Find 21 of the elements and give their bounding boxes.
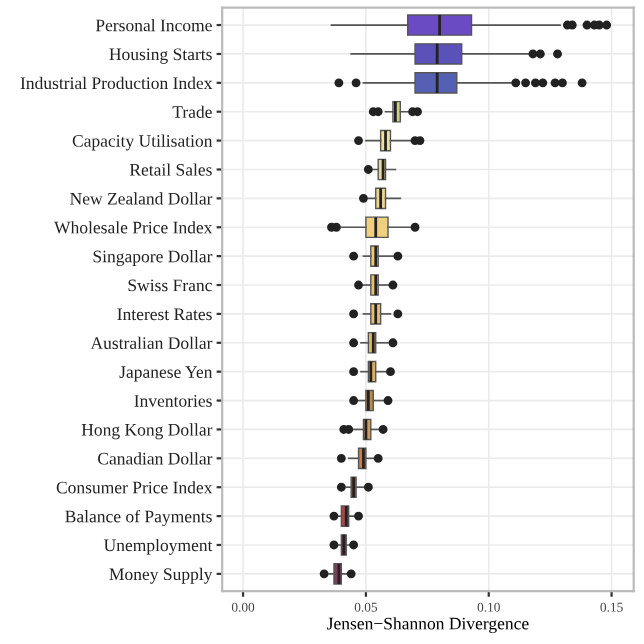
y-tick-label: Housing Starts [109, 48, 212, 64]
y-tick-label: Hong Kong Dollar [81, 423, 213, 440]
y-tick-label: Industrial Production Index [20, 76, 213, 90]
y-tick-label: Balance of Payments [65, 509, 212, 527]
y-tick-label: Unemployment [103, 538, 213, 555]
y-tick-label: Interest Rates [117, 308, 212, 321]
y-tick-label: Inventories [134, 395, 212, 407]
y-tick-label: Capacity Utilisation [72, 134, 213, 151]
y-tick-label: Wholesale Price Index [54, 221, 213, 234]
y-tick-label: Swiss Franc [128, 279, 212, 292]
y-tick-label: Retail Sales [129, 163, 212, 176]
y-tick-label: Singapore Dollar [93, 250, 213, 266]
y-tick-label: Japanese Yen [119, 366, 213, 382]
x-axis-title: Jensen−Shannon Divergence [327, 617, 529, 634]
y-tick-label: Canadian Dollar [98, 452, 213, 465]
y-tick-label: Personal Income [95, 18, 212, 32]
y-tick-label: Australian Dollar [90, 336, 213, 350]
y-tick-label: Money Supply [109, 567, 213, 584]
y-tick-label: Trade [172, 105, 212, 118]
y-tick-label: Consumer Price Index [56, 481, 213, 494]
y-tick-label: New Zealand Dollar [70, 192, 213, 205]
